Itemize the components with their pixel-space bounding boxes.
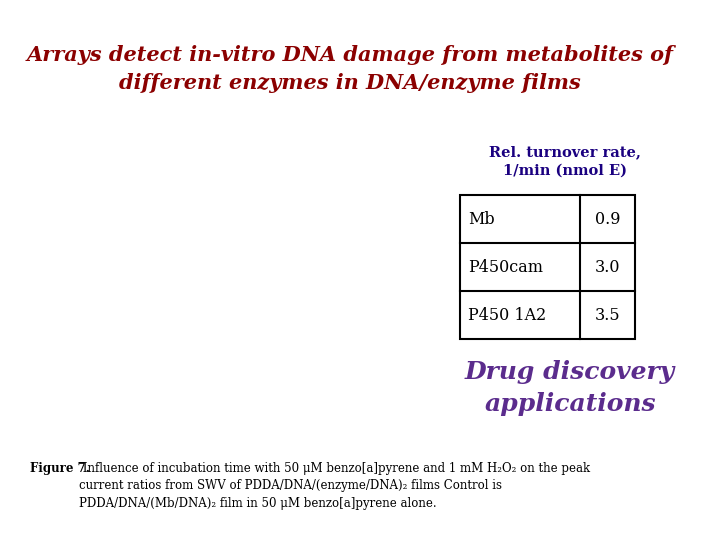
Text: Figure 7.: Figure 7. [30, 462, 90, 475]
Text: Drug discovery
applications: Drug discovery applications [465, 360, 675, 416]
Text: 3.0: 3.0 [595, 259, 620, 275]
Text: P450cam: P450cam [468, 259, 543, 275]
Text: Mb: Mb [468, 211, 495, 227]
Text: 0.9: 0.9 [595, 211, 620, 227]
Text: 3.5: 3.5 [595, 307, 621, 323]
Text: Rel. turnover rate,
1/min (nmol E): Rel. turnover rate, 1/min (nmol E) [489, 145, 641, 178]
Bar [460, 195, 635, 339]
Text: P450 1A2: P450 1A2 [468, 307, 546, 323]
Text: Influence of incubation time with 50 μM benzo[a]pyrene and 1 mM H₂O₂ on the peak: Influence of incubation time with 50 μM … [79, 462, 590, 510]
Text: Arrays detect in-vitro DNA damage from metabolites of
different enzymes in DNA/e: Arrays detect in-vitro DNA damage from m… [27, 45, 673, 93]
